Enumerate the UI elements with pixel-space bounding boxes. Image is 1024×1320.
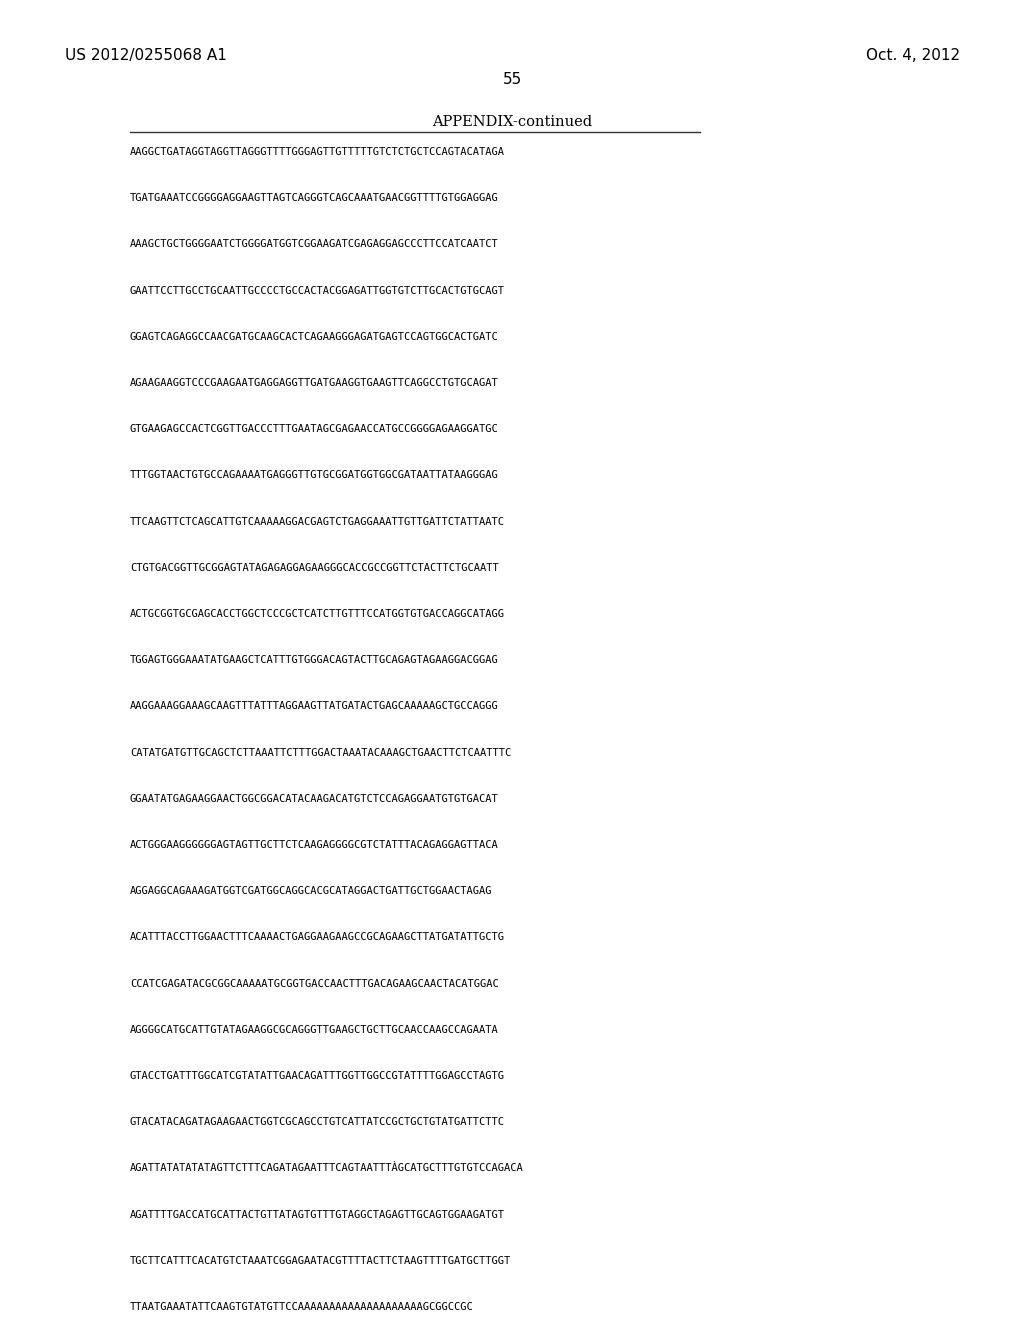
Text: APPENDIX-continued: APPENDIX-continued [432, 115, 592, 129]
Text: TGCTTCATTTCACATGTCTAAATCGGAGAATACGTTTTACTTCTAAGTTTTGATGCTTGGT: TGCTTCATTTCACATGTCTAAATCGGAGAATACGTTTTAC… [130, 1255, 511, 1266]
Text: GGAGTCAGAGGCCAACGATGCAAGCACTCAGAAGGGAGATGAGTCCAGTGGCACTGATC: GGAGTCAGAGGCCAACGATGCAAGCACTCAGAAGGGAGAT… [130, 331, 499, 342]
Text: TTTGGTAACTGTGCCAGAAAATGAGGGTTGTGCGGATGGTGGCGATAATTATAAGGGAG: TTTGGTAACTGTGCCAGAAAATGAGGGTTGTGCGGATGGT… [130, 470, 499, 480]
Text: AGGAGGCAGAAAGATGGTCGATGGCAGGCACGCATAGGACTGATTGCTGGAACTAGAG: AGGAGGCAGAAAGATGGTCGATGGCAGGCACGCATAGGAC… [130, 886, 493, 896]
Text: AAGGCTGATAGGTAGGTTAGGGTTTTGGGAGTTGTTTTTGTCTCTGCTCCAGTACATAGA: AAGGCTGATAGGTAGGTTAGGGTTTTGGGAGTTGTTTTTG… [130, 147, 505, 157]
Text: ACTGGGAAGGGGGGAGTAGTTGCTTCTCAAGAGGGGCGTCTATTTACAGAGGAGTTACA: ACTGGGAAGGGGGGAGTAGTTGCTTCTCAAGAGGGGCGTC… [130, 840, 499, 850]
Text: TGATGAAATCCGGGGAGGAAGTTAGTCAGGGTCAGCAAATGAACGGTTTTGTGGAGGAG: TGATGAAATCCGGGGAGGAAGTTAGTCAGGGTCAGCAAAT… [130, 193, 499, 203]
Text: AGAAGAAGGTCCCGAAGAATGAGGAGGTTGATGAAGGTGAAGTTCAGGCCTGTGCAGAT: AGAAGAAGGTCCCGAAGAATGAGGAGGTTGATGAAGGTGA… [130, 378, 499, 388]
Text: ACTGCGGTGCGAGCACCTGGCTCCCGCTCATCTTGTTTCCATGGTGTGACCAGGCATAGG: ACTGCGGTGCGAGCACCTGGCTCCCGCTCATCTTGTTTCC… [130, 609, 505, 619]
Text: CTGTGACGGTTGCGGAGTATAGAGAGGAGAAGGGCACCGCCGGTTCTACTTCTGCAATT: CTGTGACGGTTGCGGAGTATAGAGAGGAGAAGGGCACCGC… [130, 562, 499, 573]
Text: TTAATGAAATATTCAAGTGTATGTTCCAAAAAAAAAAAAAAAAAAAAGCGGCCGC: TTAATGAAATATTCAAGTGTATGTTCCAAAAAAAAAAAAA… [130, 1302, 474, 1312]
Text: TGGAGTGGGAAATATGAAGCTCATTTGTGGGACAGTACTTGCAGAGTAGAAGGACGGAG: TGGAGTGGGAAATATGAAGCTCATTTGTGGGACAGTACTT… [130, 655, 499, 665]
Text: US 2012/0255068 A1: US 2012/0255068 A1 [65, 48, 227, 63]
Text: GTACATACAGATAGAAGAACTGGTCGCAGCCTGTCATTATCCGCTGCTGTATGATTCTTC: GTACATACAGATAGAAGAACTGGTCGCAGCCTGTCATTAT… [130, 1117, 505, 1127]
Text: AGATTTTGACCATGCATTACTGTTATAGTGTTTGTAGGCTAGAGTTGCAGTGGAAGATGT: AGATTTTGACCATGCATTACTGTTATAGTGTTTGTAGGCT… [130, 1209, 505, 1220]
Text: CATATGATGTTGCAGCTCTTAAATTCTTTGGACTAAATACAAAGCTGAACTTCTCAATTTC: CATATGATGTTGCAGCTCTTAAATTCTTTGGACTAAATAC… [130, 747, 511, 758]
Text: GTACCTGATTTGGCATCGTATATTGAACAGATTTGGTTGGCCGTATTTTGGAGCCTAGTG: GTACCTGATTTGGCATCGTATATTGAACAGATTTGGTTGG… [130, 1071, 505, 1081]
Text: AGGGGCATGCATTGTATAGAAGGCGCAGGGTTGAAGCTGCTTGCAACCAAGCCAGAATA: AGGGGCATGCATTGTATAGAAGGCGCAGGGTTGAAGCTGC… [130, 1024, 499, 1035]
Text: 55: 55 [503, 73, 521, 87]
Text: GGAATATGAGAAGGAACTGGCGGACATACAAGACATGTCTCCAGAGGAATGTGTGACAT: GGAATATGAGAAGGAACTGGCGGACATACAAGACATGTCT… [130, 793, 499, 804]
Text: CCATCGAGATACGCGGCAAAAATGCGGTGACCAACTTTGACAGAAGCAACTACATGGAC: CCATCGAGATACGCGGCAAAAATGCGGTGACCAACTTTGA… [130, 978, 499, 989]
Text: ACATTTACCTTGGAACTTTCAAAACTGAGGAAGAAGCCGCAGAAGCTTATGATATTGCTG: ACATTTACCTTGGAACTTTCAAAACTGAGGAAGAAGCCGC… [130, 932, 505, 942]
Text: AGATTATATATATAGTTCTTTCAGATAGAATTTCAGTAATTTÀGCATGCTTTGTGTCCAGACA: AGATTATATATATAGTTCTTTCAGATAGAATTTCAGTAAT… [130, 1163, 523, 1173]
Text: Oct. 4, 2012: Oct. 4, 2012 [866, 48, 961, 63]
Text: GAATTCCTTGCCTGCAATTGCCCCTGCCACTACGGAGATTGGTGTCTTGCACTGTGCAGT: GAATTCCTTGCCTGCAATTGCCCCTGCCACTACGGAGATT… [130, 285, 505, 296]
Text: AAGGAAAGGAAAGCAAGTTTATTTAGGAAGTTATGATACTGAGCAAAAAGCTGCCAGGG: AAGGAAAGGAAAGCAAGTTTATTTAGGAAGTTATGATACT… [130, 701, 499, 711]
Text: TTCAAGTTCTCAGCATTGTCAAAAAGGACGAGTCTGAGGAAATTGTTGATTCTATTAATC: TTCAAGTTCTCAGCATTGTCAAAAAGGACGAGTCTGAGGA… [130, 516, 505, 527]
Text: AAAGCTGCTGGGGAATCTGGGGATGGTCGGAAGATCGAGAGGAGCCCTTCCATCAATCT: AAAGCTGCTGGGGAATCTGGGGATGGTCGGAAGATCGAGA… [130, 239, 499, 249]
Text: GTGAAGAGCCACTCGGTTGACCCTTTGAATAGCGAGAACCATGCCGGGGAGAAGGATGC: GTGAAGAGCCACTCGGTTGACCCTTTGAATAGCGAGAACC… [130, 424, 499, 434]
